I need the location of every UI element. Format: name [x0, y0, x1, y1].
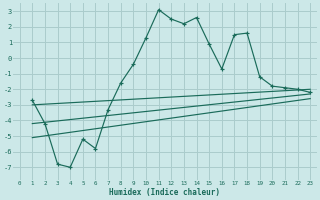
X-axis label: Humidex (Indice chaleur): Humidex (Indice chaleur) [109, 188, 220, 197]
